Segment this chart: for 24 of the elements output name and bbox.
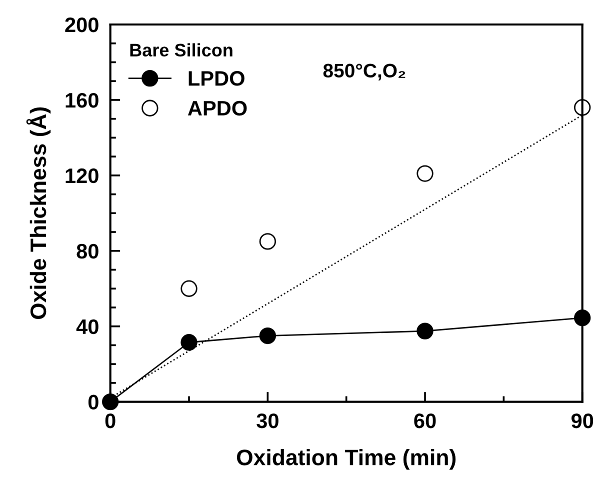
point bbox=[416, 165, 434, 182]
y-tick-label: 80 bbox=[76, 244, 98, 259]
legend-label: APDO bbox=[188, 100, 247, 116]
point bbox=[180, 334, 198, 351]
point bbox=[259, 327, 276, 344]
x-axis-title: Oxidation Time (min) bbox=[236, 449, 456, 470]
legend-title: Bare Silicon bbox=[130, 43, 232, 57]
point bbox=[180, 280, 198, 297]
y-tick-label: 0 bbox=[88, 394, 98, 410]
y-axis-title: Oxide Thickness (Å) bbox=[26, 107, 51, 320]
y-tick-label: 160 bbox=[66, 92, 98, 108]
point bbox=[416, 322, 434, 340]
x-tick-label: 0 bbox=[105, 413, 116, 428]
x-tick-label: 90 bbox=[571, 413, 594, 428]
point bbox=[574, 310, 591, 326]
annotation: 850°C,O₂ bbox=[323, 64, 406, 80]
point bbox=[259, 233, 276, 250]
x-tick-label: 30 bbox=[256, 413, 278, 428]
y-tick-label: 200 bbox=[65, 18, 98, 32]
point bbox=[574, 99, 591, 116]
y-tick-label: 40 bbox=[76, 319, 98, 334]
y-tick-label: 120 bbox=[66, 168, 98, 184]
x-tick-label: 60 bbox=[414, 413, 436, 428]
legend-label: LPDO bbox=[188, 71, 244, 86]
